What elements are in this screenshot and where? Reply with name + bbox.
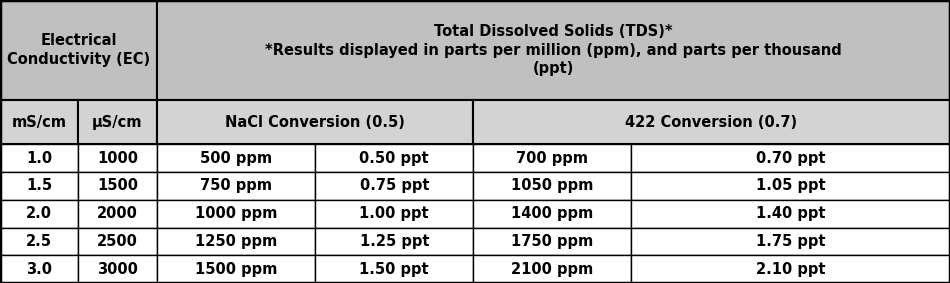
Bar [78,228,157,255]
Text: Electrical
Conductivity (EC): Electrical Conductivity (EC) [7,33,150,67]
Bar [78,144,157,172]
Text: 700 ppm: 700 ppm [516,151,588,166]
Bar [631,228,950,255]
Text: 1.40 ppt: 1.40 ppt [755,206,826,221]
Text: 2.10 ppt: 2.10 ppt [755,261,826,277]
Text: Total Dissolved Solids (TDS)*
*Results displayed in parts per million (ppm), and: Total Dissolved Solids (TDS)* *Results d… [265,24,842,76]
Bar [157,0,950,100]
Text: 1400 ppm: 1400 ppm [511,206,593,221]
Text: 2100 ppm: 2100 ppm [511,261,593,277]
Text: 1.50 ppt: 1.50 ppt [359,261,429,277]
Text: 1.05 ppt: 1.05 ppt [755,178,826,194]
Text: 0.70 ppt: 0.70 ppt [755,151,826,166]
Bar [78,172,157,200]
Bar [473,255,631,283]
Bar [0,172,78,200]
Text: 2.0: 2.0 [26,206,52,221]
Text: mS/cm: mS/cm [11,115,67,130]
Bar [315,228,473,255]
Bar [473,200,631,228]
Text: 3000: 3000 [97,261,138,277]
Text: 1050 ppm: 1050 ppm [511,178,593,194]
Bar [157,228,315,255]
Text: 1250 ppm: 1250 ppm [195,234,277,249]
Bar [315,172,473,200]
Text: 0.50 ppt: 0.50 ppt [359,151,429,166]
Text: 1.0: 1.0 [26,151,52,166]
Bar [473,100,950,144]
Bar [157,100,473,144]
Bar [473,172,631,200]
Text: 1000: 1000 [97,151,138,166]
Text: 1500 ppm: 1500 ppm [195,261,277,277]
Bar [0,100,78,144]
Text: 2.5: 2.5 [26,234,52,249]
Bar [157,255,315,283]
Bar [78,200,157,228]
Text: 1.75 ppt: 1.75 ppt [755,234,826,249]
Text: 0.75 ppt: 0.75 ppt [359,178,429,194]
Bar [631,144,950,172]
Text: 3.0: 3.0 [26,261,52,277]
Text: 422 Conversion (0.7): 422 Conversion (0.7) [625,115,798,130]
Bar [78,100,157,144]
Text: μS/cm: μS/cm [92,115,142,130]
Bar [631,255,950,283]
Bar [0,0,157,100]
Text: 1000 ppm: 1000 ppm [195,206,277,221]
Bar [0,200,78,228]
Text: 1.25 ppt: 1.25 ppt [359,234,429,249]
Text: 1750 ppm: 1750 ppm [511,234,593,249]
Bar [631,172,950,200]
Bar [473,144,631,172]
Bar [0,144,78,172]
Bar [473,228,631,255]
Text: 2500: 2500 [97,234,138,249]
Bar [78,255,157,283]
Bar [0,255,78,283]
Text: NaCl Conversion (0.5): NaCl Conversion (0.5) [225,115,405,130]
Text: 1.00 ppt: 1.00 ppt [359,206,429,221]
Bar [0,228,78,255]
Bar [315,255,473,283]
Bar [315,144,473,172]
Bar [157,200,315,228]
Text: 750 ppm: 750 ppm [200,178,272,194]
Text: 1500: 1500 [97,178,138,194]
Bar [157,144,315,172]
Bar [315,200,473,228]
Text: 1.5: 1.5 [26,178,52,194]
Text: 2000: 2000 [97,206,138,221]
Bar [157,172,315,200]
Text: 500 ppm: 500 ppm [200,151,272,166]
Bar [631,200,950,228]
